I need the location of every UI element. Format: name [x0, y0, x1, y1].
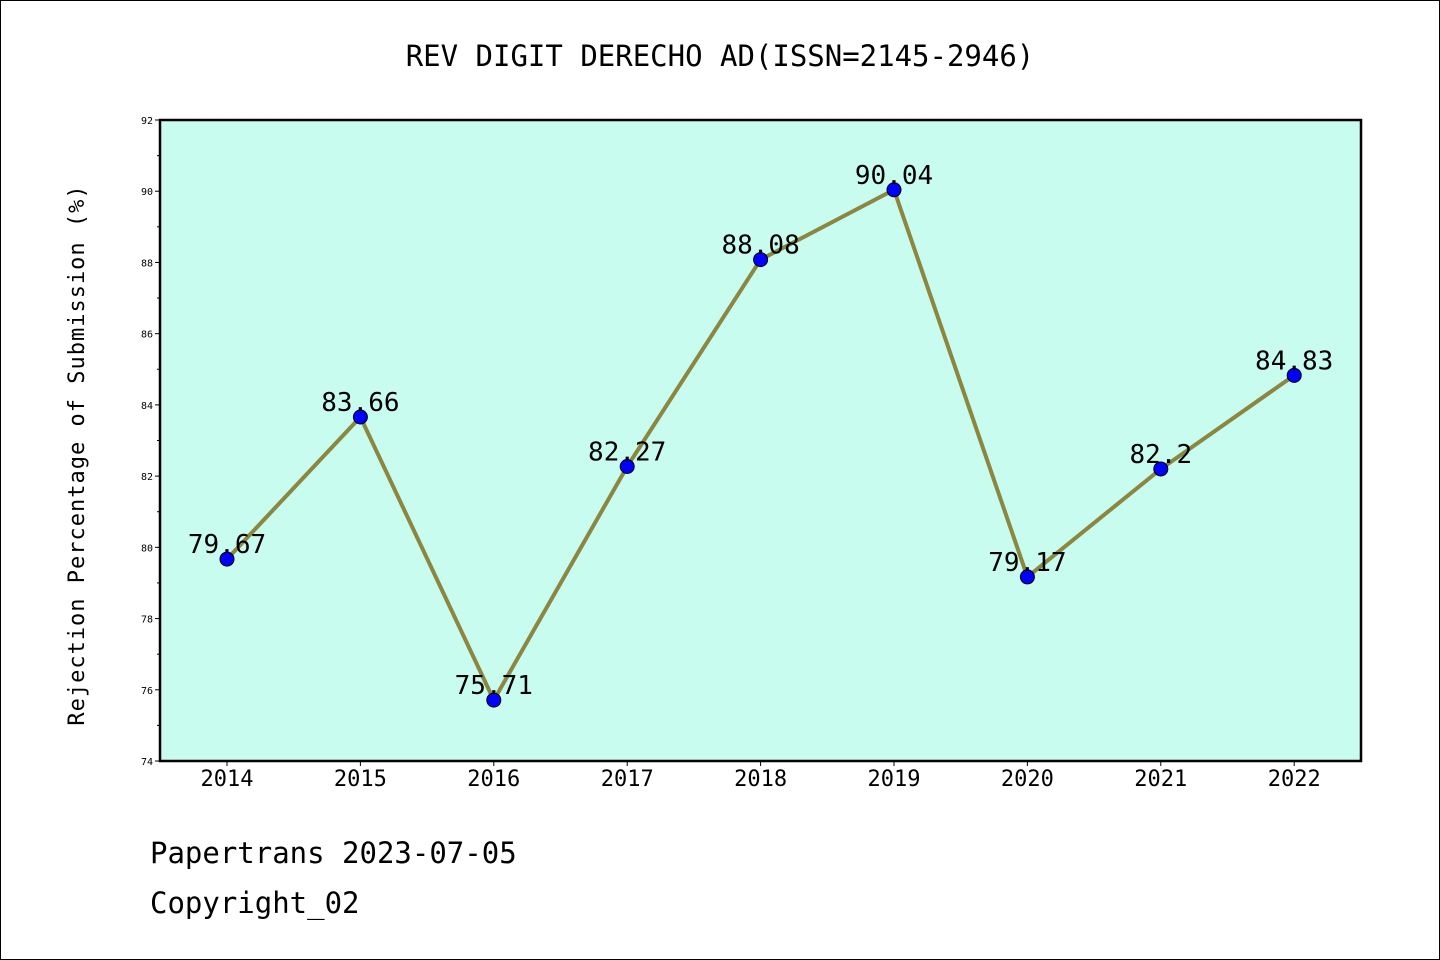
data-point: [1286, 367, 1302, 383]
x-tick-label: 2014: [201, 767, 254, 792]
data-point: [886, 182, 902, 198]
y-tick-label: 92: [141, 116, 153, 127]
y-tick-label: 86: [141, 330, 153, 341]
y-tick-label: 84: [141, 401, 153, 412]
data-point: [619, 458, 635, 474]
data-point: [486, 692, 502, 708]
x-tick-label: 2021: [1134, 767, 1187, 792]
footer-date: Papertrans 2023-07-05: [150, 836, 517, 870]
data-label: 82.27: [588, 437, 666, 467]
footer-copyright: Copyright_02: [150, 886, 360, 920]
y-tick-label: 78: [141, 615, 153, 626]
x-tick-label: 2017: [601, 767, 654, 792]
x-axis-ticks: 2014 2015 2016 2017 2018 2019 2020 2021 2022: [201, 761, 1321, 792]
y-tick-label: 88: [141, 258, 153, 269]
data-label: 84.83: [1255, 346, 1333, 376]
data-label: 79.17: [988, 548, 1066, 578]
data-label: 79.67: [188, 530, 266, 560]
y-tick-label: 82: [141, 472, 153, 483]
data-label: 88.08: [721, 231, 799, 261]
data-labels: 79.67 83.66 75.71 82.27 88.08 90.04 79.17 82.2 8…: [188, 161, 1333, 701]
x-tick-label: 2022: [1268, 767, 1321, 792]
data-label: 90.04: [855, 161, 933, 191]
y-axis-label: Rejection Percentage of Submission (%): [65, 184, 90, 725]
y-tick-label: 90: [141, 187, 153, 198]
data-point: [219, 551, 235, 567]
x-tick-label: 2018: [734, 767, 787, 792]
data-label: 82.2: [1129, 440, 1192, 470]
data-point: [753, 252, 769, 268]
data-point: [1153, 461, 1169, 477]
x-tick-label: 2015: [334, 767, 387, 792]
series-markers: [219, 182, 1302, 708]
y-tick-label: 74: [141, 757, 153, 768]
data-label: 75.71: [455, 671, 533, 701]
plot-area: [158, 118, 1363, 763]
y-tick-label: 80: [141, 543, 153, 554]
x-tick-label: 2019: [868, 767, 921, 792]
data-point: [1019, 569, 1035, 585]
x-tick-label: 2016: [467, 767, 520, 792]
data-point: [352, 409, 368, 425]
data-label: 83.66: [321, 388, 399, 418]
chart-title: REV DIGIT DERECHO AD(ISSN=2145-2946): [406, 39, 1035, 73]
y-tick-label: 76: [141, 686, 153, 697]
x-tick-label: 2020: [1001, 767, 1054, 792]
y-axis-ticks: 74 76 78 80 82 84 86 88 90 92: [141, 116, 160, 768]
